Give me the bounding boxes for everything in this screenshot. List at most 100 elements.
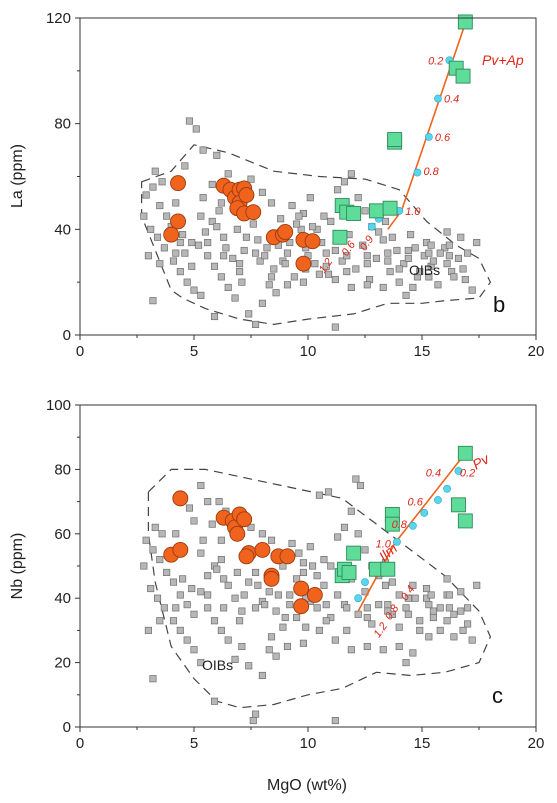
c-gray-square [156,617,164,625]
b-gray-square [267,199,276,207]
b-gray-square [215,207,223,215]
c-gray-square [322,617,330,625]
b-gray-square [220,252,228,260]
c-gray-square [288,539,296,548]
b-gray-square [224,283,232,292]
b-gray-square [354,194,362,202]
c-gray-square [356,481,364,490]
c-gray-square [197,549,205,557]
c-orange-circle [263,570,280,587]
b-gray-square [258,299,266,307]
b-gray-square [169,257,178,265]
b-gray-square [443,228,451,236]
b-gray-square [299,278,307,286]
b-gray-square [315,270,323,278]
c-trend-labels: 0.4 0.20.60.81.00.40.81.2 [371,468,475,640]
c-gray-square [402,659,410,667]
c-gray-square [197,481,205,490]
b-gray-square [359,241,367,249]
c-gray-square [404,610,412,618]
b-trend-tick-label: 0.8 [423,166,439,178]
c-orange-circle [306,587,323,603]
c-gray-square [245,578,253,586]
c-gray-square [457,588,465,596]
b-y-tick-label: 120 [46,10,71,27]
c-gray-square [295,549,303,557]
c-gray-square [313,604,321,612]
b-gray-square [395,278,403,286]
b-gray-square [181,249,189,257]
c-axes: 0 5 10 15 20 0 20 40 60 80 100 [46,397,544,752]
b-gray-square [457,233,465,241]
b-gray-square [238,278,246,286]
c-gray-square [388,578,396,586]
c-gray-square [299,559,307,567]
b-gray-square [247,175,255,183]
c-gray-square [416,617,424,625]
b-gray-square [270,265,278,273]
c-gray-square [468,636,476,644]
b-gray-square [445,241,453,249]
c-gray-square [172,604,180,612]
c-gray-square [423,584,431,593]
b-gray-square [425,249,433,257]
b-gray-square [404,246,412,255]
c-gray-square [363,613,371,622]
b-orange-circle [170,175,186,192]
b-orange-circle [163,226,180,243]
b-gray-square [217,273,225,281]
c-gray-square [334,533,342,541]
b-gray-square [454,254,463,262]
b-gray-square [256,257,264,265]
c-gray-square [261,601,269,609]
b-gray-square [334,186,342,194]
b-gray-square [147,225,155,233]
b-gray-square [379,236,387,244]
b-gray-square [217,199,225,207]
b-gray-square [363,252,371,260]
c-green-square [451,497,466,513]
b-gray-square [233,225,241,233]
b-gray-square [331,275,339,284]
panel-b-la-vs-mgo: 0.20.40.60.81.01.20.6 0.9 0 5 10 15 200408012… [9,10,544,360]
b-gray-square [375,228,383,236]
b-trend-tick-label: 0.6 [435,132,451,144]
c-trend-tick-label: 1.0 [376,538,392,550]
b-gray-square [340,178,349,186]
b-gray-square [450,273,458,281]
b-gray-square [160,244,168,252]
c-green-square [457,513,473,529]
c-trend-dot [454,467,463,475]
c-gray-square [220,575,228,583]
b-y-axis-title: La (ppm) [9,144,26,208]
b-trend-tick-label: 0.4 [444,94,459,106]
c-x-tick-label: 15 [414,735,431,752]
c-gray-square [249,717,257,725]
b-gray-square [149,297,157,305]
b-orange-circles [163,175,321,272]
c-gray-square [217,536,225,544]
c-gray-square [331,636,339,644]
c-orange-circle [279,548,296,565]
c-gray-square [302,623,310,631]
c-gray-square [176,591,184,599]
c-gray-square [315,491,323,499]
b-gray-square [252,320,260,328]
c-green-squares [334,445,473,584]
b-oib-gray-squares [140,117,481,331]
b-gray-square [290,273,298,281]
c-trend-dot [354,594,363,603]
c-trend-dot [420,508,429,517]
c-gray-square [443,617,451,625]
c-orange-circles [163,490,323,615]
b-gray-square [386,268,394,276]
b-orange-circle [245,204,262,221]
b-gray-square [473,238,481,247]
b-gray-square [199,146,207,154]
b-y-tick-label: 80 [54,116,71,133]
c-gray-square [197,659,205,667]
c-gray-square [240,591,248,599]
c-orange-circle [229,525,246,542]
c-y-tick-label: 40 [54,590,71,607]
